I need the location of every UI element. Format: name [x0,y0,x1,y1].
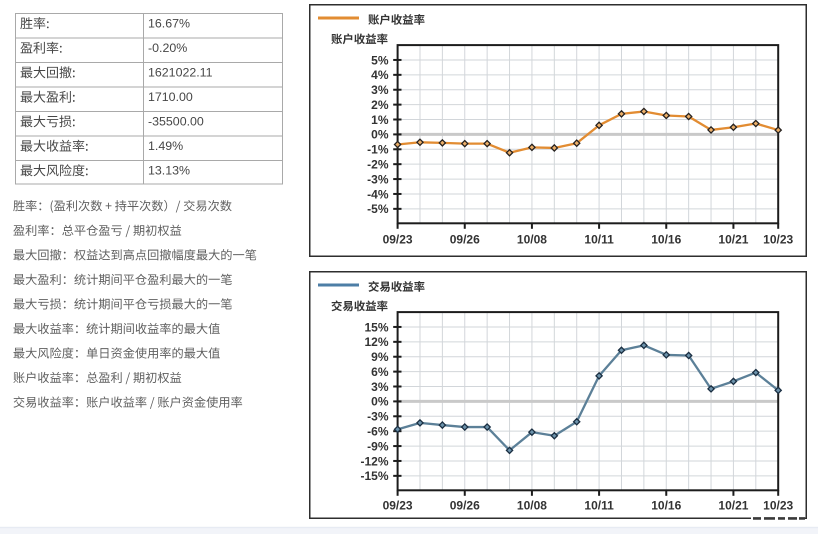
svg-text:09/23: 09/23 [383,232,413,246]
svg-text:10/11: 10/11 [584,232,614,246]
svg-text:-15%: -15% [360,469,388,483]
svg-text:3%: 3% [371,83,389,97]
svg-text:-3%: -3% [367,172,389,186]
svg-text:09/26: 09/26 [450,498,480,512]
svg-text:10/16: 10/16 [651,232,681,246]
svg-text:1%: 1% [371,113,389,127]
svg-text:2%: 2% [371,98,389,112]
svg-text:16.67%: 16.67% [148,16,190,30]
svg-text:-2%: -2% [367,157,389,171]
svg-text:0%: 0% [371,395,389,409]
svg-text:-35500.00: -35500.00 [148,115,204,129]
svg-text:09/23: 09/23 [383,498,413,512]
svg-text:1621022.11: 1621022.11 [148,66,213,80]
svg-text:10/23: 10/23 [763,232,793,246]
svg-text:10/21: 10/21 [718,498,748,512]
svg-text:1.49%: 1.49% [148,139,183,153]
svg-text:12%: 12% [364,335,388,349]
svg-text:-1%: -1% [367,143,389,157]
svg-text:6%: 6% [371,365,389,379]
svg-text:0%: 0% [371,128,389,142]
svg-text:1710.00: 1710.00 [148,90,193,104]
svg-text:-5%: -5% [367,202,389,216]
svg-text:5%: 5% [371,53,389,67]
svg-text:10/16: 10/16 [651,498,681,512]
svg-text:09/26: 09/26 [450,232,480,246]
svg-text:15%: 15% [364,320,388,334]
svg-text:-6%: -6% [367,424,389,438]
svg-text:-4%: -4% [367,187,389,201]
svg-text:3%: 3% [371,380,389,394]
svg-text:10/23: 10/23 [763,498,793,512]
svg-text:-9%: -9% [367,439,389,453]
svg-text:10/08: 10/08 [517,232,547,246]
svg-text:-3%: -3% [367,410,389,424]
svg-text:13.13%: 13.13% [148,163,190,177]
svg-text:9%: 9% [371,350,389,364]
svg-text:4%: 4% [371,68,389,82]
svg-text:10/11: 10/11 [584,498,614,512]
svg-text:-0.20%: -0.20% [148,41,187,55]
svg-text:10/08: 10/08 [517,498,547,512]
svg-text:10/21: 10/21 [718,232,748,246]
svg-text:-12%: -12% [360,454,388,468]
